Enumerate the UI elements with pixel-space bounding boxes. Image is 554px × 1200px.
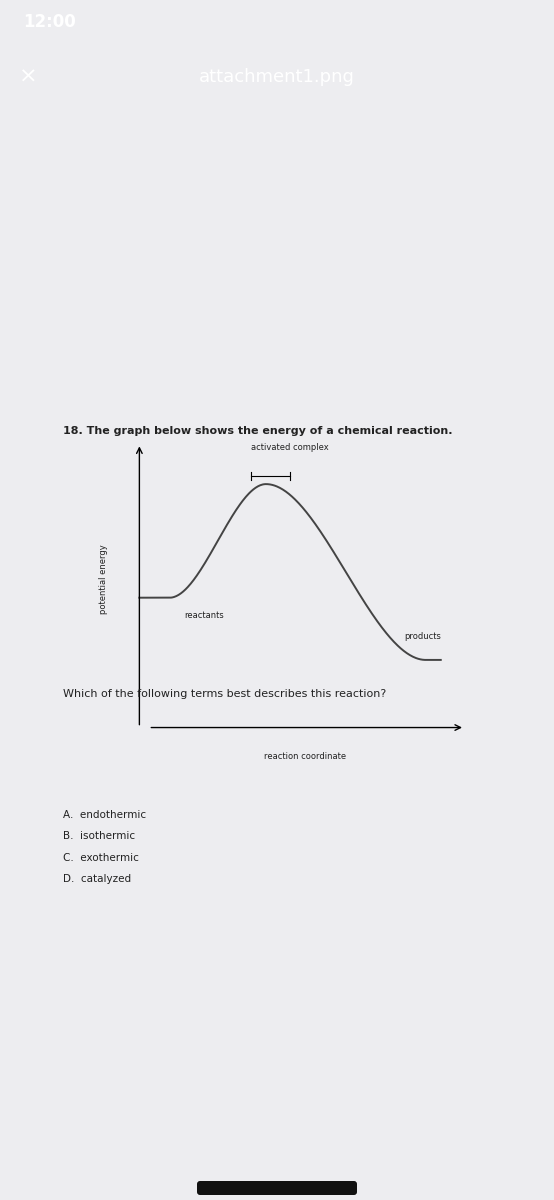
Text: activated complex: activated complex bbox=[251, 443, 329, 451]
Text: D.  catalyzed: D. catalyzed bbox=[63, 874, 131, 884]
Text: products: products bbox=[404, 632, 442, 641]
Text: attachment1.png: attachment1.png bbox=[199, 68, 355, 86]
Text: 12:00: 12:00 bbox=[24, 13, 76, 31]
FancyBboxPatch shape bbox=[197, 1181, 357, 1195]
Text: 18. The graph below shows the energy of a chemical reaction.: 18. The graph below shows the energy of … bbox=[63, 426, 453, 436]
Text: ×: × bbox=[19, 67, 37, 86]
Text: A.  endothermic: A. endothermic bbox=[63, 810, 146, 821]
Text: reaction coordinate: reaction coordinate bbox=[264, 752, 346, 761]
Text: C.  exothermic: C. exothermic bbox=[63, 853, 139, 863]
Text: reactants: reactants bbox=[184, 611, 224, 620]
Text: potential energy: potential energy bbox=[99, 544, 107, 613]
Text: B.  isothermic: B. isothermic bbox=[63, 832, 135, 841]
Text: Which of the following terms best describes this reaction?: Which of the following terms best descri… bbox=[63, 689, 386, 698]
